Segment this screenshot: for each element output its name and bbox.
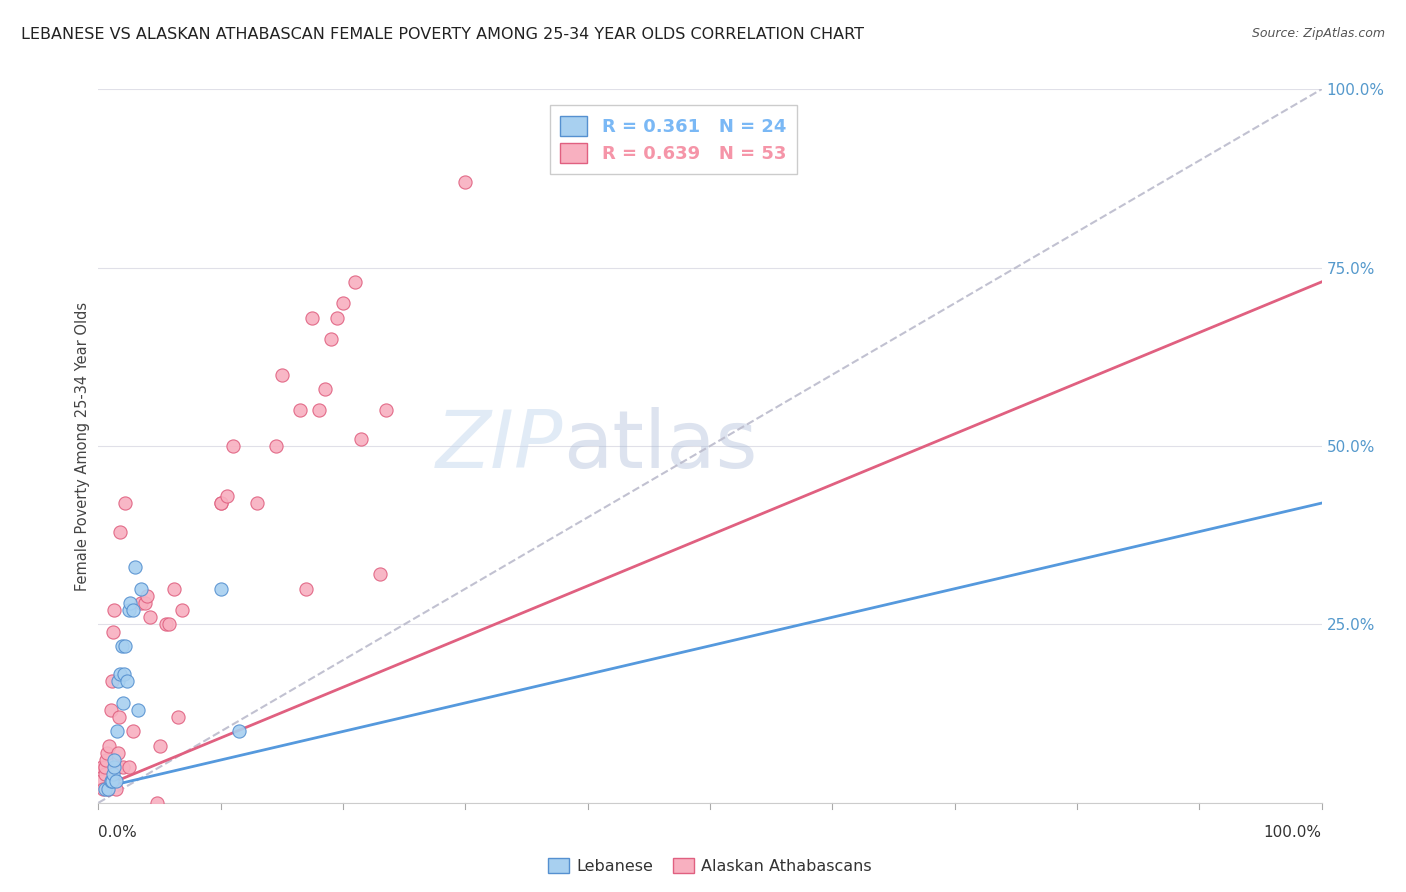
Point xyxy=(100,774,122,789)
Point xyxy=(228,724,250,739)
Text: Source: ZipAtlas.com: Source: ZipAtlas.com xyxy=(1251,27,1385,40)
Point xyxy=(103,760,125,774)
Point xyxy=(101,767,124,781)
Point xyxy=(350,432,373,446)
Point xyxy=(222,439,245,453)
Point xyxy=(374,403,396,417)
Point xyxy=(270,368,294,382)
Point xyxy=(314,382,336,396)
Point xyxy=(97,781,120,796)
Text: 0.0%: 0.0% xyxy=(98,825,138,840)
Point xyxy=(110,667,132,681)
Point xyxy=(94,753,117,767)
Point xyxy=(98,739,121,753)
Point xyxy=(319,332,342,346)
Point xyxy=(308,403,330,417)
Point xyxy=(139,610,162,624)
Point xyxy=(108,710,131,724)
Point xyxy=(93,767,115,781)
Point xyxy=(93,760,115,774)
Text: atlas: atlas xyxy=(564,407,758,485)
Point xyxy=(97,781,120,796)
Point xyxy=(101,674,124,689)
Point xyxy=(170,603,193,617)
Point xyxy=(344,275,367,289)
Point xyxy=(104,781,127,796)
Point xyxy=(111,696,134,710)
Point xyxy=(209,582,232,596)
Point xyxy=(290,403,312,417)
Point xyxy=(129,596,152,610)
Point xyxy=(326,310,349,325)
Point xyxy=(114,496,136,510)
Text: LEBANESE VS ALASKAN ATHABASCAN FEMALE POVERTY AMONG 25-34 YEAR OLDS CORRELATION : LEBANESE VS ALASKAN ATHABASCAN FEMALE PO… xyxy=(21,27,865,42)
Point xyxy=(100,703,122,717)
Point xyxy=(121,603,143,617)
Point xyxy=(246,496,269,510)
Point xyxy=(110,524,132,539)
Point xyxy=(91,760,114,774)
Point xyxy=(209,496,232,510)
Point xyxy=(104,774,127,789)
Point xyxy=(111,760,134,774)
Point xyxy=(155,617,177,632)
Legend: Lebanese, Alaskan Athabascans: Lebanese, Alaskan Athabascans xyxy=(541,852,879,880)
Y-axis label: Female Poverty Among 25-34 Year Olds: Female Poverty Among 25-34 Year Olds xyxy=(75,301,90,591)
Point xyxy=(118,603,141,617)
Point xyxy=(101,624,124,639)
Point xyxy=(91,781,114,796)
Point xyxy=(118,760,141,774)
Point xyxy=(107,746,129,760)
Point xyxy=(157,617,180,632)
Point xyxy=(121,724,143,739)
Point xyxy=(264,439,287,453)
Point xyxy=(149,739,172,753)
Point xyxy=(103,603,125,617)
Point xyxy=(103,753,125,767)
Point xyxy=(90,774,112,789)
Point xyxy=(93,781,115,796)
Point xyxy=(215,489,238,503)
Point xyxy=(124,560,146,574)
Text: 100.0%: 100.0% xyxy=(1264,825,1322,840)
Text: ZIP: ZIP xyxy=(436,407,564,485)
Point xyxy=(112,667,135,681)
Point xyxy=(127,703,149,717)
Point xyxy=(96,746,118,760)
Point xyxy=(136,589,159,603)
Point xyxy=(115,674,138,689)
Point xyxy=(129,582,152,596)
Point xyxy=(111,639,134,653)
Point xyxy=(332,296,354,310)
Point xyxy=(107,674,129,689)
Point xyxy=(101,774,124,789)
Point xyxy=(120,596,142,610)
Point xyxy=(105,760,128,774)
Point xyxy=(146,796,169,810)
Point xyxy=(163,582,186,596)
Point xyxy=(454,175,477,189)
Point xyxy=(105,724,128,739)
Point xyxy=(114,639,136,653)
Point xyxy=(134,596,156,610)
Point xyxy=(209,496,232,510)
Point xyxy=(368,567,391,582)
Point xyxy=(295,582,318,596)
Point xyxy=(167,710,190,724)
Point xyxy=(301,310,323,325)
